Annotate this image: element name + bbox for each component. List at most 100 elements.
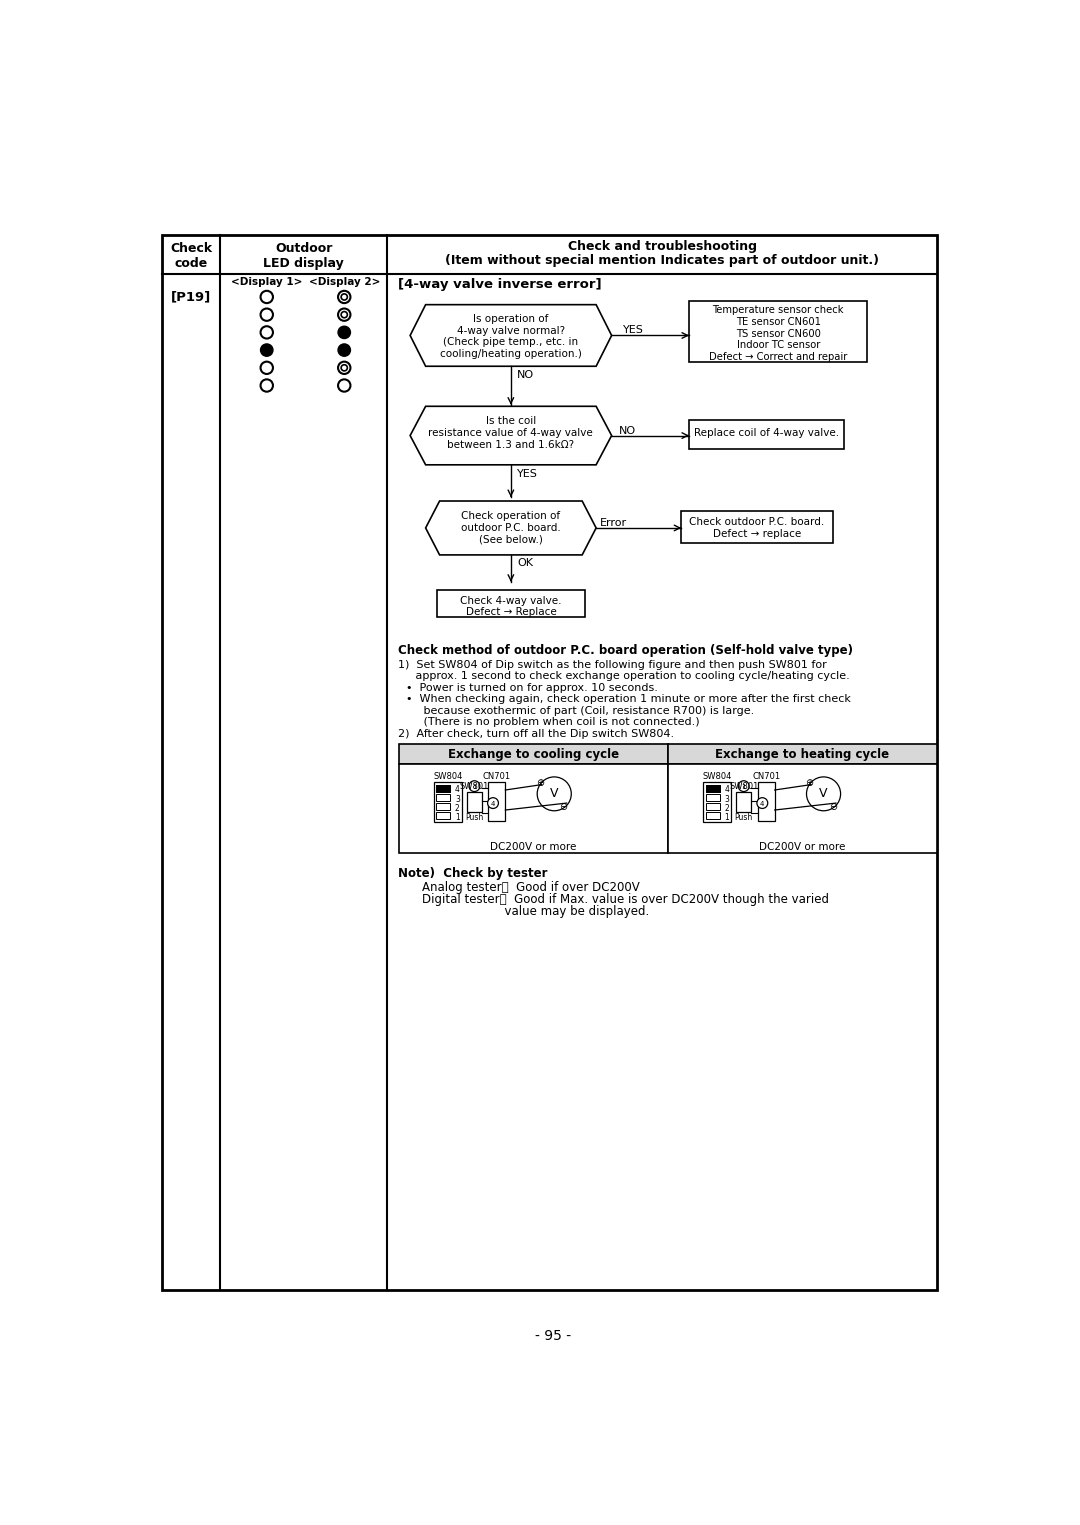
Bar <box>705 784 719 791</box>
Circle shape <box>537 776 571 811</box>
Text: 2)  After check, turn off all the Dip switch SW804.: 2) After check, turn off all the Dip swi… <box>399 729 675 740</box>
Circle shape <box>807 776 840 811</box>
Text: Temperature sensor check
TE sensor CN601
TS sensor CN600
Indoor TC sensor
Defect: Temperature sensor check TE sensor CN601… <box>710 305 848 361</box>
Text: V: V <box>820 787 827 801</box>
Text: Check operation of
outdoor P.C. board.
(See below.): Check operation of outdoor P.C. board. (… <box>461 511 561 544</box>
Text: Exchange to cooling cycle: Exchange to cooling cycle <box>447 749 619 761</box>
Circle shape <box>338 345 350 357</box>
Text: Exchange to heating cycle: Exchange to heating cycle <box>715 749 890 761</box>
Text: - 95 -: - 95 - <box>536 1328 571 1342</box>
Text: YES: YES <box>623 325 644 336</box>
Circle shape <box>260 345 273 357</box>
Polygon shape <box>410 305 611 366</box>
Text: SW801: SW801 <box>460 781 489 790</box>
Text: Check outdoor P.C. board.
Defect → replace: Check outdoor P.C. board. Defect → repla… <box>689 517 824 538</box>
Text: 4: 4 <box>490 801 496 807</box>
Text: <Display 2>: <Display 2> <box>309 278 380 287</box>
Text: CN701: CN701 <box>483 772 511 781</box>
Bar <box>436 784 450 791</box>
Bar <box>758 782 774 820</box>
Text: approx. 1 second to check exchange operation to cooling cycle/heating cycle.: approx. 1 second to check exchange opera… <box>399 671 850 682</box>
Bar <box>667 764 937 852</box>
Text: ⊕: ⊕ <box>806 778 813 788</box>
Text: Check
code: Check code <box>171 241 213 270</box>
Text: Check method of outdoor P.C. board operation (Self-hold valve type): Check method of outdoor P.C. board opera… <box>399 644 853 657</box>
Text: value may be displayed.: value may be displayed. <box>422 906 649 918</box>
Text: [P19]: [P19] <box>171 291 212 303</box>
Bar <box>399 764 667 852</box>
Bar <box>488 782 505 820</box>
Text: YES: YES <box>517 468 538 479</box>
Text: 3: 3 <box>725 795 729 804</box>
Text: 3: 3 <box>455 795 460 804</box>
Bar <box>705 804 719 810</box>
Bar <box>703 781 731 822</box>
Bar <box>689 300 867 363</box>
Circle shape <box>739 781 750 791</box>
Text: OK: OK <box>517 558 534 567</box>
Bar <box>434 781 462 822</box>
Text: Check 4-way valve.
Defect → Replace: Check 4-way valve. Defect → Replace <box>460 596 562 618</box>
Text: <Display 1>: <Display 1> <box>231 278 302 287</box>
Bar <box>437 590 584 618</box>
Bar <box>436 795 450 801</box>
Text: Note)  Check by tester: Note) Check by tester <box>399 866 548 880</box>
Text: NO: NO <box>517 371 535 380</box>
Text: Replace coil of 4-way valve.: Replace coil of 4-way valve. <box>694 429 839 438</box>
Text: Is operation of
4-way valve normal?
(Check pipe temp., etc. in
cooling/heating o: Is operation of 4-way valve normal? (Che… <box>440 314 582 358</box>
Text: (There is no problem when coil is not connected.): (There is no problem when coil is not co… <box>406 717 700 727</box>
Bar <box>436 804 450 810</box>
Text: ⊖: ⊖ <box>828 802 837 811</box>
Text: because exothermic of part (Coil, resistance R700) is large.: because exothermic of part (Coil, resist… <box>406 706 755 715</box>
Text: ⊕: ⊕ <box>537 778 544 788</box>
Text: SW804: SW804 <box>433 772 462 781</box>
Circle shape <box>469 781 480 791</box>
Text: ⊖: ⊖ <box>559 802 568 811</box>
Text: SW801: SW801 <box>729 781 758 790</box>
Text: Push: Push <box>734 813 753 822</box>
Text: 4: 4 <box>455 785 460 795</box>
Bar <box>467 791 482 811</box>
Bar <box>681 511 833 543</box>
Text: 1)  Set SW804 of Dip switch as the following figure and then push SW801 for: 1) Set SW804 of Dip switch as the follow… <box>399 660 827 669</box>
Bar <box>162 235 937 1290</box>
Text: 4: 4 <box>760 801 765 807</box>
Text: [4-way valve inverse error]: [4-way valve inverse error] <box>399 279 603 291</box>
Text: 2: 2 <box>725 804 729 813</box>
Polygon shape <box>410 406 611 465</box>
Text: CN701: CN701 <box>752 772 780 781</box>
Text: (Item without special mention Indicates part of outdoor unit.): (Item without special mention Indicates … <box>445 253 879 267</box>
Circle shape <box>487 798 499 808</box>
Bar <box>436 784 450 791</box>
Bar <box>689 421 845 450</box>
Text: 4: 4 <box>725 785 729 795</box>
Circle shape <box>338 326 350 339</box>
Bar <box>399 744 667 764</box>
Text: Analog tester：  Good if over DC200V: Analog tester： Good if over DC200V <box>422 880 639 894</box>
Bar <box>735 791 752 811</box>
Text: Is the coil
resistance value of 4-way valve
between 1.3 and 1.6kΩ?: Is the coil resistance value of 4-way va… <box>429 416 593 450</box>
Text: DC200V or more: DC200V or more <box>490 842 577 852</box>
Bar <box>436 813 450 819</box>
Text: NO: NO <box>619 425 636 436</box>
Text: Outdoor
LED display: Outdoor LED display <box>264 241 343 270</box>
Bar <box>667 744 937 764</box>
Text: •  When checking again, check operation 1 minute or more after the first check: • When checking again, check operation 1… <box>406 694 851 705</box>
Text: 1: 1 <box>472 784 476 790</box>
Circle shape <box>757 798 768 808</box>
Text: Check and troubleshooting: Check and troubleshooting <box>567 239 756 253</box>
Text: Push: Push <box>465 813 484 822</box>
Bar <box>705 784 719 791</box>
Text: 2: 2 <box>455 804 460 813</box>
Polygon shape <box>426 502 596 555</box>
Text: Error: Error <box>600 518 627 528</box>
Text: 1: 1 <box>455 813 460 822</box>
Text: V: V <box>550 787 558 801</box>
Text: SW804: SW804 <box>703 772 732 781</box>
Bar <box>705 813 719 819</box>
Bar <box>705 795 719 801</box>
Text: 1: 1 <box>725 813 729 822</box>
Text: •  Power is turned on for approx. 10 seconds.: • Power is turned on for approx. 10 seco… <box>406 683 658 692</box>
Text: DC200V or more: DC200V or more <box>759 842 846 852</box>
Text: 1: 1 <box>742 784 746 790</box>
